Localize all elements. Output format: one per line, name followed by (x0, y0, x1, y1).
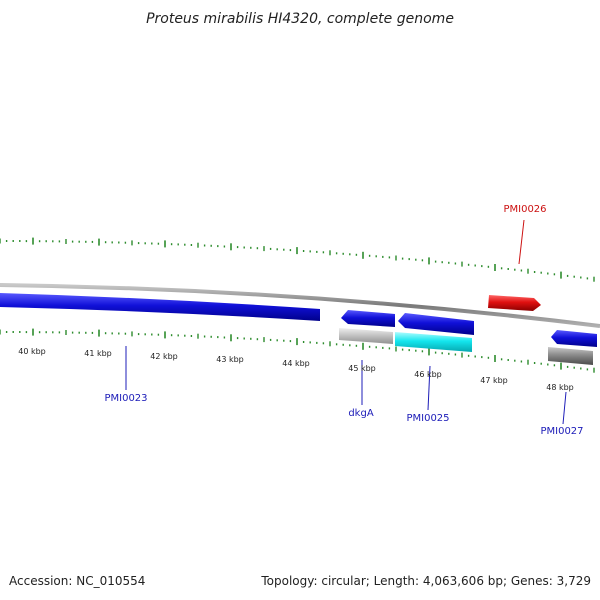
gene-pmi0026-arrow[interactable] (488, 295, 541, 311)
scale-label-44kbp: 44 kbp (282, 359, 310, 368)
scale-label-45kbp: 45 kbp (348, 364, 376, 373)
genome-summary-text: Topology: circular; Length: 4,063,606 bp… (260, 574, 591, 588)
gene-pmi0025-arrow[interactable] (398, 313, 474, 335)
gene-pmi0027-label: PMI0027 (540, 426, 583, 437)
feature-pmi0027-track (548, 347, 593, 365)
gene-pmi0025-leader (427, 365, 431, 411)
scale-label-43kbp: 43 kbp (216, 355, 244, 364)
gene-dkga-arrow[interactable] (341, 310, 395, 327)
scale-label-42kbp: 42 kbp (150, 352, 178, 361)
gene-pmi0027-leader (562, 391, 567, 425)
scale-label-48kbp: 48 kbp (546, 383, 574, 392)
gene-pmi0025-label: PMI0025 (406, 413, 449, 424)
gene-pmi0023-label: PMI0023 (104, 393, 147, 404)
accession-text: Accession: NC_010554 (9, 574, 145, 588)
gene-pmi0023-arrow[interactable] (0, 293, 320, 321)
gene-pmi0026-leader (518, 219, 525, 265)
map-title: Proteus mirabilis HI4320, complete genom… (146, 11, 454, 27)
feature-dkga-track (339, 328, 393, 344)
scale-label-47kbp: 47 kbp (480, 376, 508, 385)
reverse-tick-row (0, 328, 595, 373)
feature-pmi0025-track (395, 332, 472, 352)
gene-pmi0027-arrow[interactable] (551, 330, 597, 347)
gene-pmi0026-label: PMI0026 (503, 204, 546, 215)
scale-label-46kbp: 46 kbp (414, 370, 442, 379)
genome-backbone (0, 283, 600, 328)
gene-dkga-label: dkgA (348, 408, 373, 419)
scale-label-41kbp: 41 kbp (84, 349, 112, 358)
scale-label-40kbp: 40 kbp (18, 347, 46, 356)
forward-tick-row (0, 237, 595, 282)
